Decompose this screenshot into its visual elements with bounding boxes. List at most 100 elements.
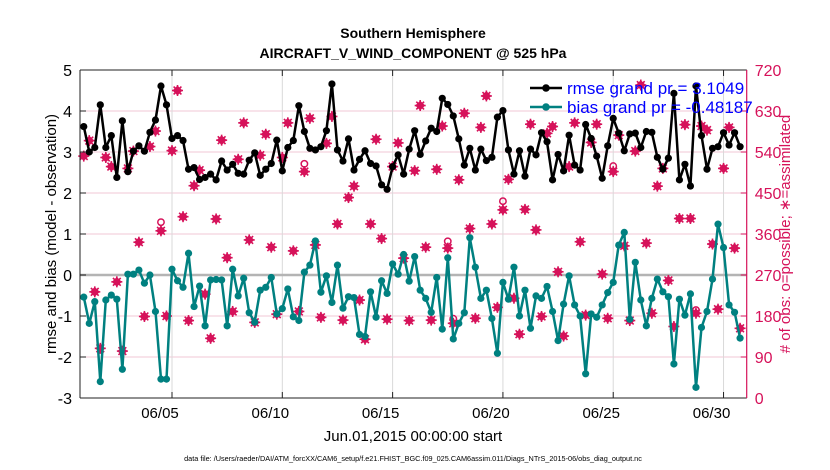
bias-point (195, 282, 204, 290)
asterisk-stroke (288, 246, 298, 256)
bias-point (251, 318, 259, 326)
bias-point (515, 312, 524, 320)
asterisk-stroke (211, 214, 221, 224)
bias-point (151, 307, 160, 316)
rmse-point (157, 82, 165, 90)
rmse-point (306, 144, 314, 152)
assimilated-point (591, 118, 603, 130)
y-right-tick-label: 540 (755, 145, 782, 162)
bias-point (532, 292, 540, 300)
possible-point (609, 162, 618, 171)
rmse-point (537, 129, 546, 137)
rmse-point (438, 94, 446, 102)
rmse-point (615, 129, 623, 137)
assimilated-point (205, 332, 217, 344)
bias-point (631, 258, 639, 266)
bias-point (245, 309, 253, 317)
asterisk-stroke (702, 125, 712, 135)
asterisk-stroke (415, 101, 425, 110)
asterisk-stroke (410, 166, 420, 176)
assimilated-point (547, 120, 559, 132)
rmse-point (686, 182, 695, 190)
assimilated-point (718, 162, 730, 174)
asterisk-stroke (553, 267, 563, 277)
y-tick-label: 0 (63, 268, 72, 285)
bias-point (129, 270, 137, 278)
bias-point (207, 276, 215, 284)
y-right-tick-label: 630 (755, 104, 782, 121)
rmse-point (234, 169, 242, 177)
assimilated-point (111, 276, 123, 288)
asterisk-stroke (134, 237, 144, 247)
rmse-point (692, 82, 700, 90)
asterisk-stroke (228, 306, 238, 316)
rmse-point (372, 162, 380, 170)
bias-point (504, 295, 513, 303)
bias-point (168, 265, 176, 273)
bias-point (493, 349, 502, 357)
asterisk-stroke (222, 253, 232, 263)
rmse-point (96, 101, 104, 109)
rmse-point (609, 114, 617, 122)
assimilated-point (662, 274, 674, 286)
bias-point (626, 315, 634, 323)
asterisk-stroke (641, 238, 651, 248)
possible-point (498, 197, 507, 206)
asterisk-stroke (663, 276, 673, 285)
x-axis-label: Jun.01,2015 00:00:00 start (324, 428, 503, 445)
bias-point (201, 322, 209, 330)
assimilated-point (133, 236, 145, 248)
assimilated-point (348, 180, 360, 192)
asterisk-stroke (266, 242, 276, 252)
rmse-point (85, 148, 93, 156)
asterisk-stroke (548, 122, 558, 131)
bias-point (284, 285, 292, 293)
asterisk-stroke (481, 91, 491, 101)
asterisk-stroke (404, 316, 414, 326)
rmse-point (344, 135, 353, 143)
rmse-point (140, 147, 149, 155)
rmse-point (361, 147, 369, 155)
bias-point (355, 330, 364, 339)
bias-point (389, 260, 397, 268)
bias-point (725, 301, 733, 309)
bias-point (113, 295, 121, 303)
bias-point (184, 249, 193, 257)
assimilated-point (679, 119, 691, 131)
y-tick-label: -2 (58, 350, 72, 367)
bias-point (91, 298, 99, 306)
rmse-point (229, 160, 237, 168)
asterisk-stroke (603, 313, 613, 323)
bias-point (118, 365, 126, 373)
bias-point (477, 294, 485, 302)
asterisk-stroke (526, 119, 535, 129)
assimilated-point (607, 166, 619, 178)
rmse-point (102, 143, 110, 152)
asterisk-stroke (426, 315, 436, 325)
asterisk-stroke (299, 167, 309, 177)
assimilated-point (723, 121, 735, 133)
assimilated-point (265, 241, 277, 253)
bias-point (604, 289, 612, 297)
rmse-point (576, 166, 584, 174)
rmse-point (504, 146, 513, 154)
asterisk-stroke (156, 226, 166, 236)
bias-point (162, 375, 171, 383)
bias-point (615, 241, 623, 249)
rmse-point (642, 127, 650, 136)
assimilated-point (315, 311, 327, 323)
bias-point (124, 270, 132, 278)
grid (80, 70, 747, 398)
assimilated-point (337, 314, 349, 326)
bias-point (582, 370, 590, 378)
bias-point (471, 263, 479, 271)
assimilated-point (409, 165, 421, 177)
asterisk-stroke (597, 269, 607, 279)
bias-point (190, 302, 198, 311)
rmse-point (466, 144, 474, 152)
rmse-point (659, 165, 667, 173)
rmse-point (422, 137, 430, 145)
bias-point (609, 278, 617, 286)
bias-point (466, 234, 474, 242)
